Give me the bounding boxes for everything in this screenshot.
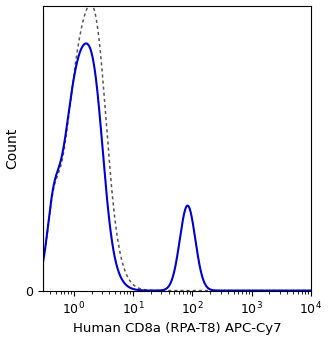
Y-axis label: Count: Count: [6, 128, 20, 169]
X-axis label: Human CD8a (RPA-T8) APC-Cy7: Human CD8a (RPA-T8) APC-Cy7: [72, 323, 281, 336]
